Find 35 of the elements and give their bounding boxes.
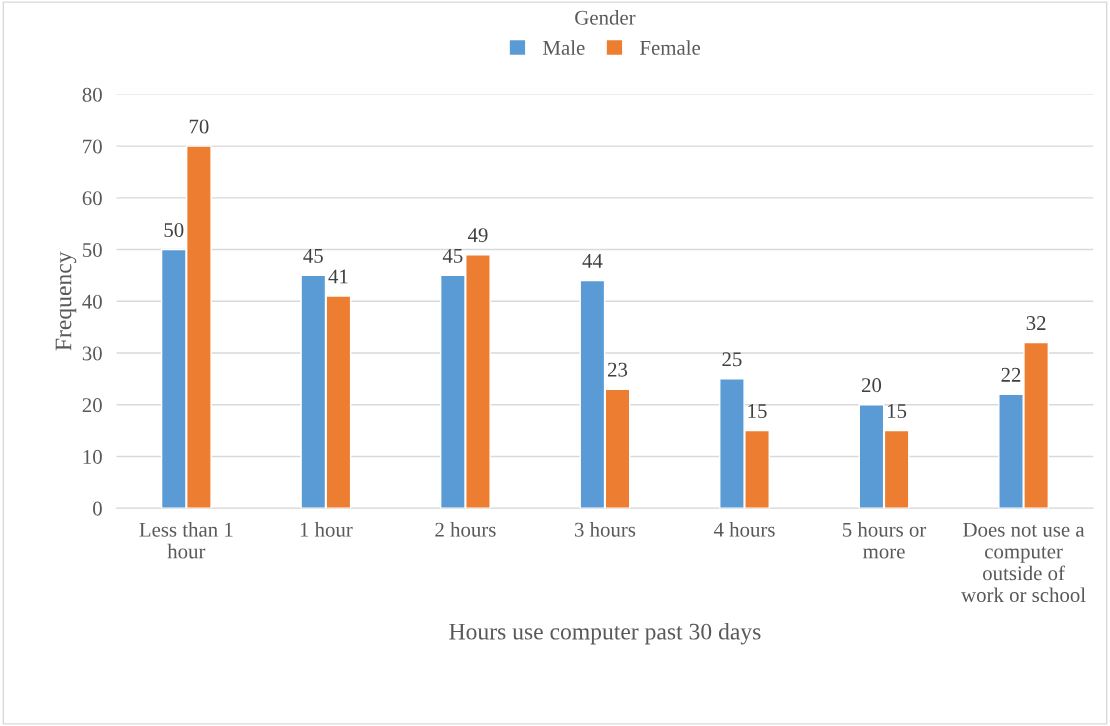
y-tick-label: 70 [83,139,102,154]
x-tick-label: Does not use a computer outside of work or school [961,522,1086,603]
x-tick-label: 4 hours [713,522,775,537]
data-label: 23 [608,362,628,377]
data-label: 45 [442,248,463,263]
x-tick-label: 1 hour [300,522,353,537]
x-tick-label: 3 hours [574,522,636,537]
y-tick-label: 20 [82,398,102,413]
data-label: 15 [748,404,767,419]
data-label: 22 [1001,367,1021,382]
legend-label: Male [543,40,585,55]
y-tick-label: 60 [82,191,102,206]
data-label: 70 [189,119,209,134]
y-tick-label: 80 [82,87,102,102]
x-tick-label: 5 hours or more [843,522,927,559]
y-axis-title: Frequency [55,251,77,351]
y-tick-label: 0 [93,501,102,516]
data-label: 41 [328,269,348,284]
data-label: 44 [582,254,603,268]
data-label: 45 [303,248,323,263]
data-label: 15 [888,404,907,419]
y-tick-label: 30 [82,346,102,361]
x-tick-label: Less than 1 hour [139,522,233,559]
x-tick-label: 2 hours [435,522,496,537]
data-label: 25 [722,352,742,367]
y-tick-label: 10 [83,449,102,464]
data-label: 50 [164,222,184,237]
data-label: 20 [861,378,882,393]
y-tick-label: 50 [83,242,102,257]
data-label: 32 [1026,316,1046,331]
data-label: 49 [467,228,488,243]
legend-label: Female [640,40,701,55]
legend-title: Gender [575,10,636,25]
x-axis-title: Hours use computer past 30 days [449,623,761,645]
y-tick-label: 40 [82,294,102,309]
